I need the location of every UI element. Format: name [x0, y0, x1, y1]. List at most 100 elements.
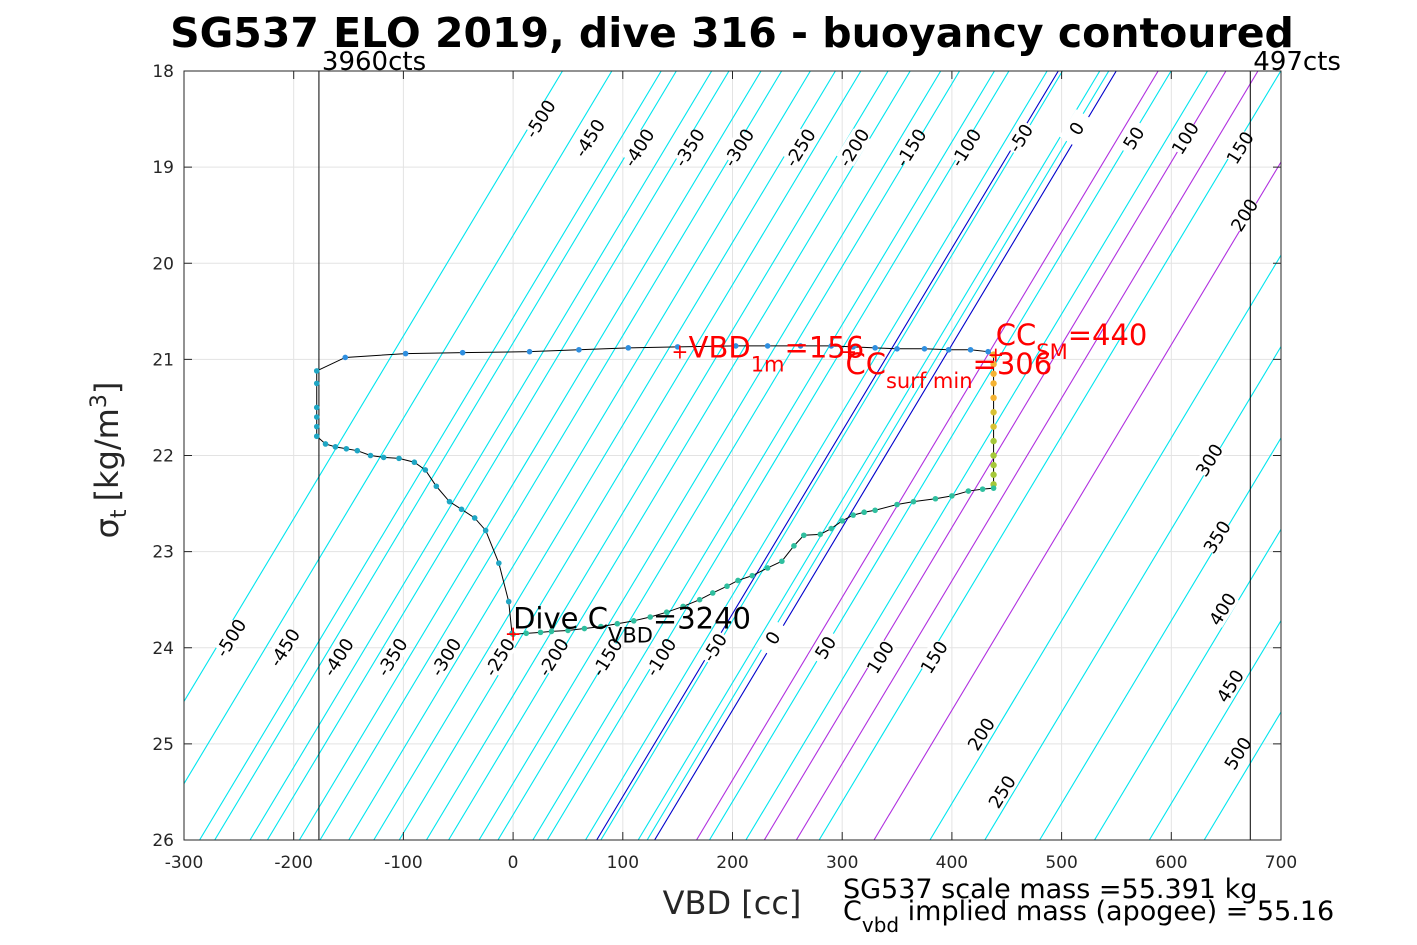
- contour-label: -300: [720, 125, 759, 171]
- profile-point: [411, 459, 418, 466]
- profile-point: [313, 423, 320, 430]
- contour-label: 400: [1205, 589, 1241, 629]
- profile-point: [732, 343, 739, 349]
- y-tick-label: 22: [152, 447, 174, 467]
- contour-label-bg: [1222, 128, 1257, 167]
- contour-line-lower: [1148, 619, 1281, 840]
- profile-point: [342, 354, 349, 361]
- contour-label-bg: [782, 128, 817, 167]
- contour-line-upper: [795, 71, 1259, 840]
- y-label-sup: 3: [87, 394, 112, 408]
- axis-ticks: -300 -200 -100 0 100 200 300 400 500 600 700 18 19 20…: [152, 62, 1297, 873]
- x-tick-label: 600: [1155, 853, 1187, 873]
- profile-point: [313, 433, 320, 440]
- profile-point: [458, 506, 465, 513]
- contour-label: -400: [620, 125, 659, 171]
- contour-label: -350: [373, 635, 412, 681]
- profile-point: [921, 346, 928, 352]
- profile-point: [910, 498, 917, 505]
- profile-point: [779, 558, 785, 565]
- contour-label: -300: [427, 635, 466, 681]
- y-tick-label: 18: [152, 62, 174, 82]
- contour-label-bg: [572, 118, 607, 157]
- marker: +: [987, 343, 1004, 367]
- annotation-main: CC: [845, 347, 886, 381]
- contour-line-lower: [214, 71, 677, 840]
- profile-point: [724, 583, 730, 590]
- annotation-value: =156: [785, 330, 865, 364]
- y-tick-label: 24: [152, 639, 174, 659]
- contour-line-upper: [298, 71, 762, 840]
- x-tick-label: -300: [165, 853, 204, 873]
- x-tick-label: 500: [1045, 853, 1077, 873]
- profile-point: [990, 485, 997, 491]
- profile-point: [505, 598, 512, 605]
- profile-point: [965, 488, 972, 494]
- contour-label-bg: [836, 128, 871, 167]
- profile-point: [872, 345, 878, 351]
- profile-point: [990, 452, 997, 459]
- profile-point: [894, 501, 900, 508]
- contour-line-upper: [184, 71, 563, 703]
- profile-point: [967, 346, 974, 353]
- annotation-main: CC: [996, 318, 1037, 352]
- profile-point: [313, 380, 320, 387]
- annotation-value: =306: [973, 347, 1053, 381]
- contour-label: -350: [670, 125, 709, 171]
- contour-label-bg: [1226, 195, 1261, 234]
- profile-point: [367, 452, 374, 459]
- contour-label: -450: [571, 116, 610, 162]
- contour-label-bg: [522, 99, 557, 138]
- x-tick-label: 200: [716, 853, 748, 873]
- profile-point: [674, 344, 681, 350]
- profile-point: [471, 515, 478, 521]
- contour-line-lower: [1039, 436, 1281, 840]
- profile-point: [817, 531, 824, 538]
- profile-point: [322, 441, 329, 447]
- grid: [183, 70, 1282, 841]
- contour-line-lower: [425, 71, 889, 840]
- profile-point: [537, 629, 544, 636]
- y-label-symbol: σ: [88, 518, 126, 538]
- y-tick-label: 21: [152, 350, 174, 370]
- marker: +: [505, 621, 522, 645]
- contour-line-lower: [319, 71, 783, 840]
- profile-point: [949, 493, 955, 499]
- profile-point: [354, 447, 361, 454]
- profile-point: [764, 343, 771, 349]
- marker: +: [671, 340, 688, 364]
- contour-line-upper: [448, 71, 911, 840]
- profile-point: [872, 507, 878, 514]
- contour-label-bg: [807, 628, 842, 667]
- contour-label: 450: [1213, 666, 1249, 706]
- annotation-value: =440: [1068, 318, 1148, 352]
- contour-line-lower: [585, 71, 1048, 840]
- profile-point: [459, 349, 466, 356]
- contour-line-lower: [929, 254, 1281, 840]
- contour-label-bg: [320, 637, 355, 676]
- profile-point: [422, 467, 429, 473]
- contour-label: 200: [964, 714, 1000, 754]
- x-tick-label: 300: [826, 853, 858, 873]
- profile-point: [985, 348, 991, 355]
- profile-point: [630, 618, 637, 624]
- annotation-sub: SM: [1036, 340, 1067, 364]
- x-tick-label: 0: [508, 853, 519, 873]
- profile-point: [402, 350, 409, 357]
- profile-point: [482, 527, 489, 534]
- footer-vbd-sub: vbd: [862, 913, 899, 937]
- profile-point: [979, 486, 986, 492]
- footer-implied-text: implied mass (apogee) = 55.16: [899, 896, 1334, 927]
- contour-label: 150: [1223, 128, 1259, 168]
- contour-line-upper: [249, 71, 713, 840]
- profile-point: [990, 370, 997, 377]
- profile-point: [313, 404, 320, 411]
- contour-label: 150: [917, 637, 953, 677]
- contour-label-bg: [1205, 589, 1239, 628]
- x-tick-label: -200: [274, 853, 313, 873]
- contour-label: -150: [892, 125, 931, 171]
- contour-line-lower: [373, 71, 836, 840]
- profile-point: [828, 525, 835, 532]
- contour-line-upper: [745, 71, 1208, 840]
